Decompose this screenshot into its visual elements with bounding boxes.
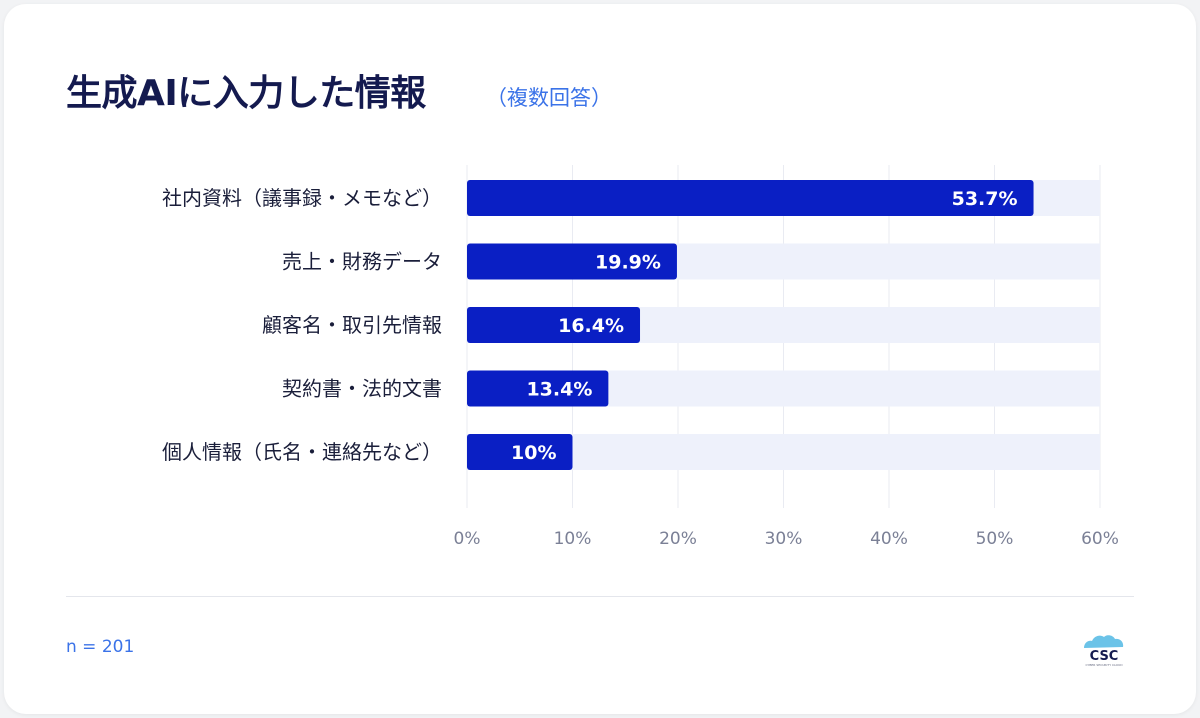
chart-card: [4, 4, 1196, 714]
bar: [467, 307, 641, 343]
data-label: 10%: [511, 442, 556, 464]
sample-size: n = 201: [66, 637, 135, 657]
page-title: 生成AIに入力した情報: [66, 73, 426, 114]
bar: [467, 370, 609, 407]
x-tick-label: 50%: [976, 529, 1014, 549]
bar: [467, 434, 573, 470]
data-label: 19.9%: [595, 252, 661, 274]
x-tick-label: 0%: [454, 529, 481, 549]
csc-logo: CSC CYBER SECURITY CLOUD: [1084, 635, 1124, 667]
x-tick-label: 30%: [765, 529, 803, 549]
cloud-icon: [1084, 635, 1124, 648]
data-label: 13.4%: [526, 379, 592, 401]
footer-divider: [66, 596, 1134, 597]
logo-text: CSC: [1090, 649, 1119, 664]
data-label: 53.7%: [952, 188, 1018, 210]
x-tick-label: 40%: [870, 529, 908, 549]
x-tick-label: 10%: [554, 529, 592, 549]
logo-tagline: CYBER SECURITY CLOUD: [1085, 663, 1123, 667]
category-label: 顧客名・取引先情報: [262, 313, 442, 337]
category-label: 契約書・法的文書: [282, 377, 442, 401]
bar: [467, 243, 677, 280]
category-label: 売上・財務データ: [282, 250, 442, 274]
category-label: 社内資料（議事録・メモなど）: [162, 186, 442, 210]
data-label: 16.4%: [558, 315, 624, 337]
page-subtitle: （複数回答）: [486, 86, 612, 110]
bar: [467, 180, 1034, 216]
x-tick-label: 60%: [1081, 529, 1119, 549]
x-tick-label: 20%: [659, 529, 697, 549]
category-label: 個人情報（氏名・連絡先など）: [162, 440, 442, 464]
